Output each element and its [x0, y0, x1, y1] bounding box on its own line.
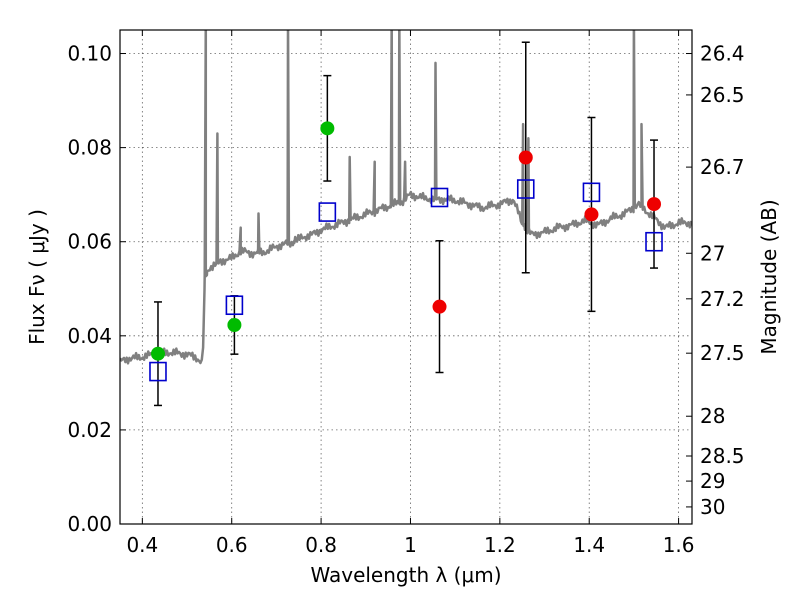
y-tick-label: 0.06: [67, 230, 112, 254]
model-photometry-point: [645, 231, 663, 252]
y-axis-label: Flux Fν ( μJy ): [25, 209, 49, 345]
model-spectrum: [120, 30, 692, 365]
model-photometry-point: [149, 361, 167, 382]
axis-ticks: 0.4 0.6 0.8 1 1.2 1.4 1.6 0.00 0.02 0.04 0.06 0.08 0…: [67, 30, 745, 557]
y-tick-label: 0.00: [67, 512, 112, 536]
y2-tick-label: 27.5: [700, 341, 745, 365]
model-spectrum-line: [120, 30, 692, 365]
observed-flux-point: [227, 317, 242, 332]
observed-flux-point: [432, 299, 447, 314]
observed-flux-point: [647, 197, 662, 212]
observed-flux-point: [518, 150, 533, 165]
y2-tick-label: 28: [700, 404, 725, 428]
observed-flux-point: [320, 121, 335, 136]
x-tick-label: 0.4: [126, 533, 158, 557]
y-tick-label: 0.04: [67, 324, 112, 348]
y2-tick-label: 26.5: [700, 83, 745, 107]
x-tick-label: 1.4: [573, 533, 605, 557]
y2-tick-label: 26.4: [700, 42, 745, 66]
observed-flux-point: [150, 346, 165, 361]
model-photometry-point: [582, 182, 601, 203]
y2-tick-label: 30: [700, 495, 725, 519]
y-tick-label: 0.02: [67, 418, 112, 442]
observed-flux-point: [584, 207, 599, 222]
x-axis-label: Wavelength λ (μm): [310, 563, 501, 587]
data-marks: [149, 41, 663, 407]
x-tick-label: 1.6: [663, 533, 695, 557]
x-tick-label: 0.8: [305, 533, 337, 557]
model-photometry-point: [430, 187, 449, 208]
y2-tick-label: 26.7: [700, 155, 745, 179]
y2-tick-label: 29: [700, 469, 725, 493]
model-photometry-point: [318, 202, 337, 222]
y2-axis-label: Magnitude (AB): [757, 199, 781, 354]
y-tick-label: 0.08: [67, 136, 112, 160]
model-photometry-point: [516, 179, 535, 199]
y-tick-label: 0.10: [67, 42, 112, 66]
y2-tick-label: 27: [700, 241, 725, 265]
y2-tick-label: 27.2: [700, 287, 745, 311]
model-photometry-point: [225, 295, 244, 316]
x-tick-label: 1.2: [484, 533, 516, 557]
x-tick-label: 1: [404, 533, 417, 557]
x-tick-label: 0.6: [216, 533, 248, 557]
y2-tick-label: 28.5: [700, 444, 745, 468]
plot-frame: [119, 29, 693, 525]
